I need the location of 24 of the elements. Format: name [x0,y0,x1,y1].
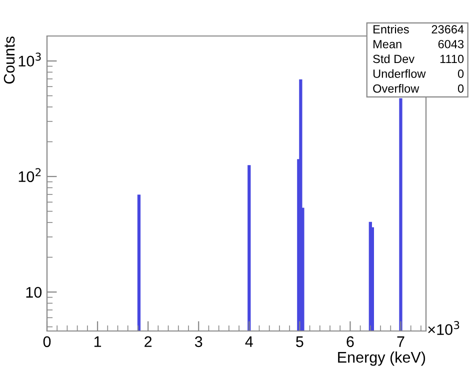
text: 0 [458,70,464,78]
text: Entries [374,24,409,34]
x-tick-label: 3 [194,336,202,348]
y-tick-label: 10$^{3}$ [18,52,41,67]
annotation: Overflow [373,84,420,93]
x-tick-label: 6 [346,336,354,348]
x-tick-label: 2 [144,336,152,347]
text: 0 [458,84,464,93]
x-axis-title: Energy (keV) [338,351,426,366]
x-tick-label: 1 [94,336,102,347]
x-tick-label: 5 [296,336,304,348]
x-tick-label: 0 [43,336,51,348]
y-tick-label: 10 [26,286,42,298]
y-tick-label: 10$^{2}$ [18,168,41,182]
x-tick-label: 7 [397,336,404,347]
annotation: Std Dev [373,54,415,64]
annotation: Underflow [373,69,426,78]
text: 23664 [432,25,464,34]
x-tick-label: 4 [245,336,253,347]
text: ×10$^{3}$ [428,321,460,335]
annotation: Mean [374,40,402,48]
text: 6043 [438,40,464,48]
y-axis-title: Counts [4,36,15,84]
text: 1110 [440,54,464,64]
